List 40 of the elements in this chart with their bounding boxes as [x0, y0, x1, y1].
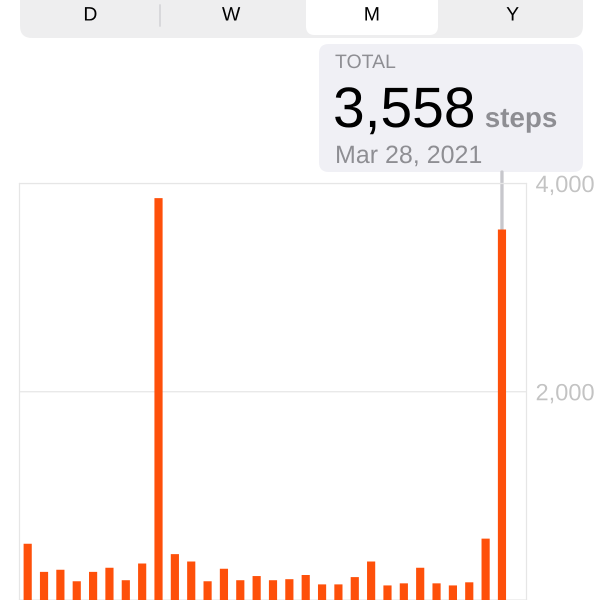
bar — [24, 544, 32, 600]
bar — [318, 584, 326, 600]
bar — [432, 583, 441, 600]
y-tick-label: 4,000 — [536, 176, 594, 196]
bar — [302, 575, 310, 600]
bar — [154, 198, 163, 600]
bar — [482, 538, 490, 600]
bar — [220, 568, 228, 600]
bar — [56, 570, 64, 600]
bar — [334, 584, 343, 600]
bar — [203, 581, 212, 600]
bar — [498, 230, 506, 600]
text: Mar 28, 2021 — [337, 146, 482, 166]
bar — [105, 568, 114, 600]
bar — [187, 561, 196, 600]
bar — [72, 581, 81, 600]
text: D — [84, 7, 96, 21]
y-tick-label: 2,000 — [536, 384, 594, 404]
text: TOTAL — [335, 54, 396, 68]
bar — [89, 572, 98, 600]
text: W — [222, 7, 240, 21]
bar — [122, 580, 130, 600]
text: M — [365, 7, 378, 21]
bar — [170, 554, 179, 600]
bar — [236, 580, 244, 600]
bar — [465, 582, 474, 600]
bar — [350, 577, 359, 600]
bar — [448, 585, 457, 600]
bar — [367, 561, 376, 600]
text: 3,558 — [335, 87, 474, 134]
text: Y — [506, 7, 519, 21]
text: steps — [486, 108, 556, 133]
bar — [416, 568, 424, 600]
bar — [252, 576, 261, 600]
bar — [285, 579, 294, 600]
bar — [383, 585, 392, 600]
bar — [40, 572, 48, 600]
bar — [268, 580, 278, 600]
bar — [400, 583, 408, 600]
bar — [138, 564, 146, 600]
